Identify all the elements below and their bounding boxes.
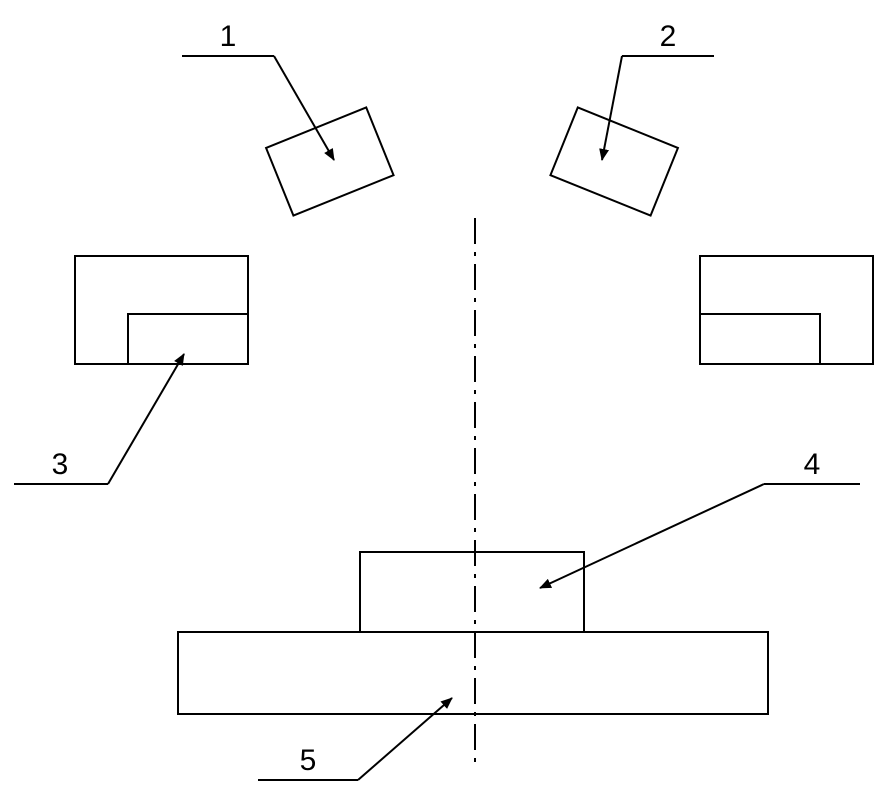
block-3-inner [128,314,248,364]
label-2-text: 2 [660,20,677,53]
label-1: 1 [182,20,334,160]
block-3-outer [75,256,248,364]
label-4: 4 [540,448,860,588]
block-4 [360,552,584,632]
label-3: 3 [14,354,184,484]
block-1 [266,107,393,215]
label-5-text: 5 [300,744,317,777]
block-5 [178,632,768,714]
block-3r-inner [700,314,820,364]
label-1-text: 1 [220,20,237,53]
label-3-text: 3 [52,448,69,481]
block-3r-outer [700,256,873,364]
label-4-text: 4 [804,448,821,481]
block-2 [550,107,677,215]
label-5: 5 [258,698,452,780]
